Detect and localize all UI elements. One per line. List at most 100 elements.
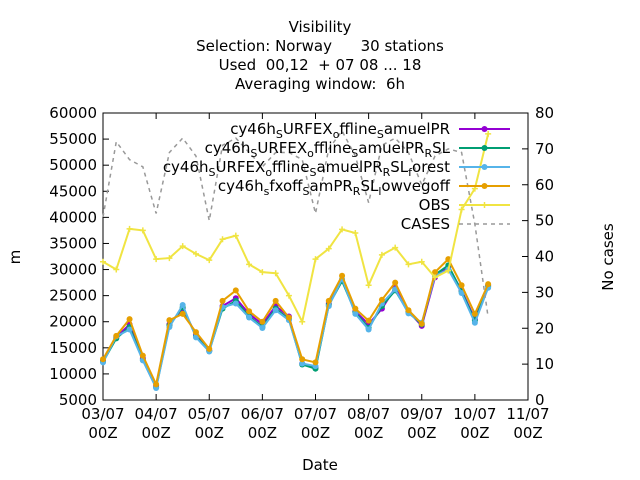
x-tick-label: 11/07 — [506, 405, 549, 423]
series-line — [102, 129, 489, 318]
data-point — [259, 269, 266, 276]
legend-label-part: SL — [432, 139, 451, 157]
y-tick-label: 55000 — [49, 130, 97, 148]
y2-tick-label: 0 — [535, 391, 545, 409]
data-point — [458, 290, 465, 297]
data-point — [365, 317, 372, 324]
y2-tick-label: 40 — [535, 248, 554, 266]
series-line — [102, 257, 490, 388]
data-point — [179, 310, 186, 317]
chart-title: Visibility Selection: Norway 30 stations… — [196, 18, 444, 93]
legend-label: cy46hsfxoffSamPRRSLlowvegoff — [218, 177, 451, 198]
y-axis-ticks: 5000 10000 15000 20000 25000 30000 35000 40000 4… — [49, 104, 109, 409]
data-point — [352, 305, 359, 312]
x-tick-label: 06/07 — [241, 405, 284, 423]
data-point — [485, 130, 492, 137]
data-point — [378, 251, 385, 258]
legend-label: OBS — [419, 196, 450, 214]
legend-label-part: S — [276, 128, 283, 141]
data-point — [325, 245, 332, 252]
legend-marker — [481, 145, 488, 151]
x-tick-label: 05/07 — [188, 405, 231, 423]
legend-label-part: S — [309, 166, 316, 179]
y-tick-label: 35000 — [49, 234, 97, 252]
data-point — [166, 317, 173, 324]
legend-label-part: OBS — [419, 196, 450, 214]
data-point — [299, 360, 306, 367]
data-point — [365, 326, 372, 333]
data-point — [272, 307, 279, 314]
y-tick-label: 20000 — [49, 313, 97, 331]
legend-label-part: CASES — [401, 215, 450, 233]
data-point — [272, 270, 279, 277]
legend-label-part: SL — [390, 158, 409, 176]
data-point — [246, 314, 253, 321]
legend-label-part: URFEX — [283, 120, 333, 138]
legend-marker — [481, 202, 488, 208]
data-point — [272, 297, 279, 304]
legend-label-part: fxoff — [269, 177, 303, 195]
y-tick-label: 60000 — [49, 104, 97, 122]
legend-label: cy46hSURFEXofflineSamuelPR — [230, 120, 450, 141]
legend-label-part: S — [250, 147, 257, 160]
x-tick-label: 00Z — [354, 424, 383, 442]
data-point — [392, 279, 399, 286]
data-point — [113, 266, 120, 273]
data-point — [126, 316, 133, 323]
y-tick-label: 5000 — [59, 391, 97, 409]
x-tick-label: 03/07 — [81, 405, 124, 423]
data-point — [179, 302, 186, 309]
legend-label-part: f — [408, 166, 413, 179]
y-tick-label: 50000 — [49, 156, 97, 174]
data-point — [312, 256, 319, 263]
data-point — [139, 352, 146, 359]
data-point — [432, 274, 439, 281]
legend-label-part: cy46h — [163, 158, 209, 176]
legend-marker — [481, 164, 488, 170]
legend-label: CASES — [401, 215, 450, 233]
legend-label-part: S — [303, 185, 310, 198]
data-point — [485, 281, 492, 288]
data-point — [458, 282, 465, 289]
legend-label-part: owvegoff — [381, 177, 450, 195]
data-point — [285, 314, 292, 321]
data-point — [126, 326, 133, 333]
data-point — [232, 300, 239, 307]
legend: cy46hSURFEXofflineSamuelPRcy46hSURFEXoff… — [163, 120, 510, 233]
data-point — [339, 226, 346, 233]
legend-label-part: s — [264, 185, 270, 198]
x-tick-label: 10/07 — [453, 405, 496, 423]
y-tick-label: 10000 — [49, 365, 97, 383]
legend-label-part: l — [378, 185, 381, 198]
data-point — [113, 332, 120, 339]
data-point — [325, 297, 332, 304]
legend-label-part: S — [377, 128, 384, 141]
legend-label-part: SL — [360, 177, 379, 195]
x-tick-label: 00Z — [301, 424, 330, 442]
legend-label-part: amuelPR — [384, 120, 450, 138]
x-tick-label: 00Z — [88, 424, 117, 442]
legend-label: cy46hSURFEXofflineSamuelPRRSL — [205, 139, 451, 160]
legend-label-part: o — [333, 128, 340, 141]
y2-tick-label: 60 — [535, 176, 554, 194]
data-point — [259, 324, 266, 331]
data-point — [246, 261, 253, 268]
data-point — [418, 320, 425, 327]
x-tick-label: 00Z — [248, 424, 277, 442]
data-point — [246, 308, 253, 315]
data-point — [339, 272, 346, 279]
data-point — [192, 250, 199, 257]
x-tick-label: 00Z — [460, 424, 489, 442]
y2-tick-label: 70 — [535, 140, 554, 158]
y2-tick-label: 80 — [535, 104, 554, 122]
x-tick-label: 09/07 — [400, 405, 443, 423]
data-point — [179, 243, 186, 250]
data-point — [166, 255, 173, 262]
data-point — [471, 310, 478, 317]
y-tick-label: 15000 — [49, 339, 97, 357]
legend-label-part: o — [265, 166, 272, 179]
legend-label-part: S — [209, 166, 216, 179]
legend-label-part: o — [307, 147, 314, 160]
series-4 — [100, 130, 492, 325]
